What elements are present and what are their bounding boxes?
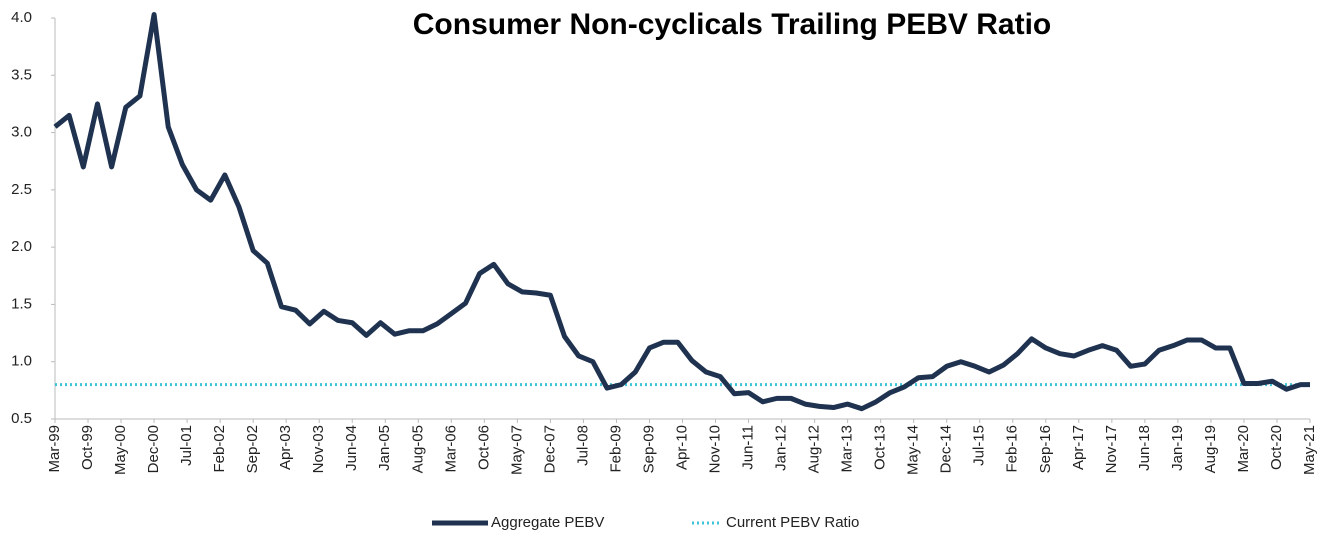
x-tick-label: Dec-14	[938, 425, 955, 473]
x-tick-label: Dec-00	[145, 425, 162, 473]
data-line	[53, 12, 1310, 412]
legend-label: Aggregate PEBV	[491, 514, 604, 531]
y-tick-label: 2.0	[11, 238, 32, 255]
x-tick-label: Jun-11	[740, 425, 757, 470]
x-tick-label: Jul-15	[971, 425, 988, 466]
x-tick-label: Nov-10	[706, 425, 723, 473]
x-tick-label: Apr-10	[673, 425, 690, 470]
x-tick-label: Nov-03	[310, 425, 327, 473]
x-tick-label: Apr-03	[277, 425, 294, 470]
x-tick-label: Feb-09	[607, 425, 624, 473]
x-tick-label: Mar-13	[839, 425, 856, 473]
x-tick-label: Oct-99	[79, 425, 96, 470]
x-tick-label: Sep-09	[640, 425, 657, 473]
x-tick-label: Jul-01	[178, 425, 195, 466]
x-tick-label: Oct-13	[872, 425, 889, 470]
x-tick-label: Jun-18	[1136, 425, 1153, 471]
y-tick-label: 3.5	[11, 66, 32, 83]
x-tick-label: Sep-02	[244, 425, 261, 473]
x-tick-label: Jul-08	[574, 425, 591, 466]
x-tick-label: May-14	[905, 425, 922, 475]
x-tick-label: Jan-05	[376, 425, 393, 471]
chart-title: Consumer Non-cyclicals Trailing PEBV Rat…	[413, 8, 1052, 41]
x-tick-label: Oct-20	[1268, 425, 1285, 470]
y-tick-label: 0.5	[11, 410, 32, 427]
x-tick-label: May-21	[1301, 425, 1318, 475]
x-tick-label: Apr-17	[1070, 425, 1087, 470]
x-tick-label: Mar-99	[46, 425, 63, 473]
x-tick-label: Feb-16	[1004, 425, 1021, 473]
x-tick-label: Feb-02	[211, 425, 228, 473]
x-tick-label: May-07	[508, 425, 525, 475]
y-tick-label: 2.5	[11, 181, 32, 198]
x-tick-label: Oct-06	[475, 425, 492, 470]
y-tick-label: 1.5	[11, 295, 32, 312]
x-tick-label: Aug-12	[806, 425, 823, 473]
x-tick-label: May-00	[112, 425, 129, 475]
legend-label: Current PEBV Ratio	[726, 514, 859, 531]
y-tick-label: 3.0	[11, 124, 32, 141]
x-tick-label: Dec-07	[541, 425, 558, 473]
y-tick-label: 4.0	[11, 9, 32, 26]
x-tick-label: Nov-17	[1103, 425, 1120, 473]
x-tick-label: Jan-12	[773, 425, 790, 471]
x-tick-label: Mar-06	[442, 425, 459, 473]
x-tick-label: Mar-20	[1235, 425, 1252, 473]
x-tick-label: Jun-04	[343, 425, 360, 471]
x-tick-label: Aug-05	[409, 425, 426, 473]
x-tick-label: Aug-19	[1202, 425, 1219, 473]
x-tick-label: Sep-16	[1037, 425, 1054, 473]
y-tick-label: 1.0	[11, 353, 32, 370]
x-tick-label: Jan-19	[1169, 425, 1186, 471]
